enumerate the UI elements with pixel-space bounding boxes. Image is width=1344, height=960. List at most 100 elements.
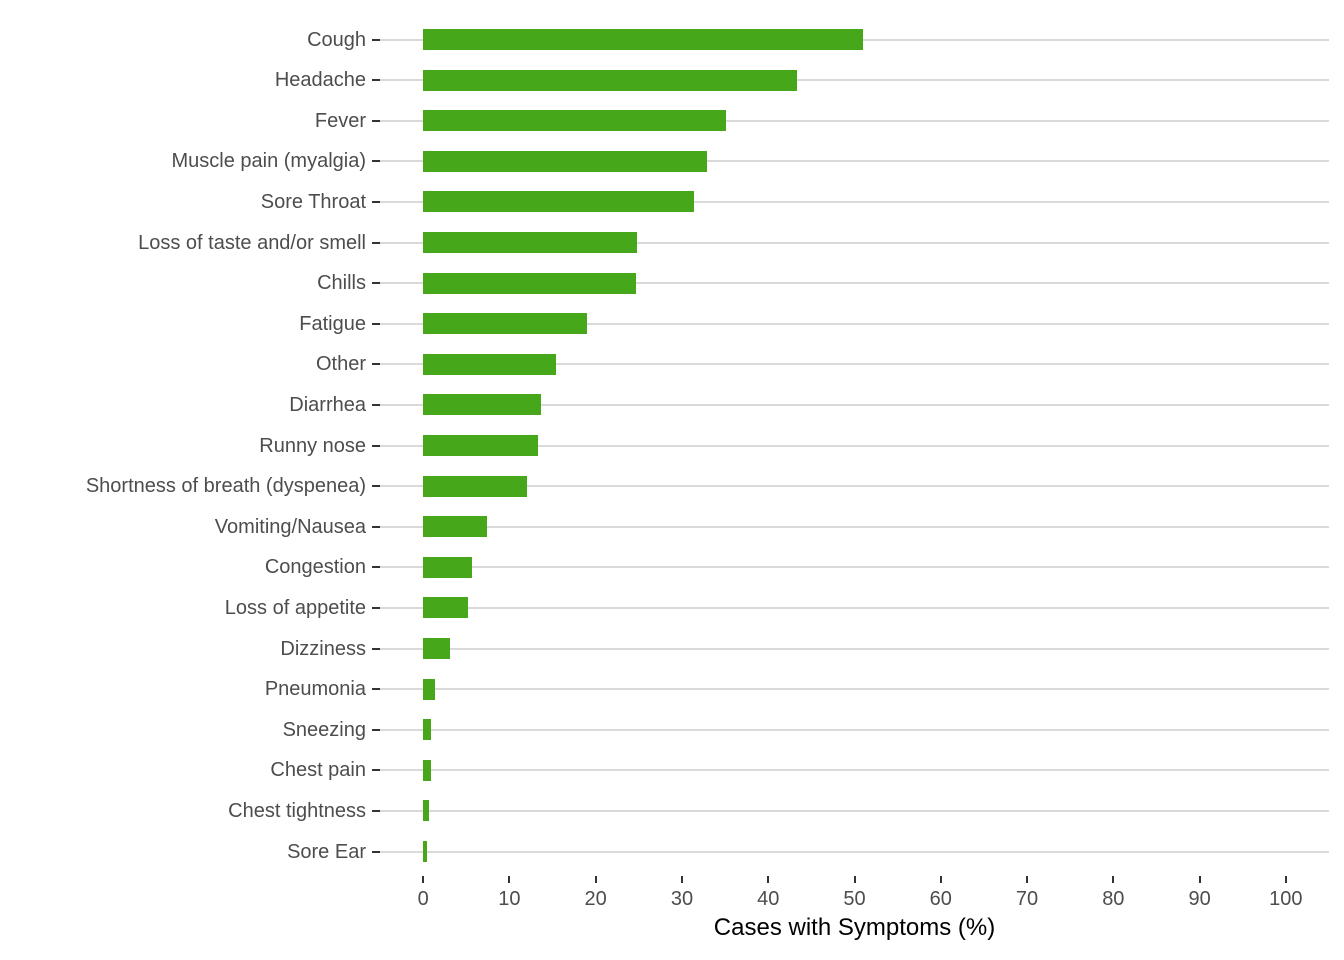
bar <box>423 232 638 253</box>
y-axis-tick <box>372 606 380 609</box>
category-gridline <box>380 566 1329 569</box>
category-gridline <box>380 606 1329 609</box>
y-axis-label: Headache <box>274 69 366 92</box>
x-axis-tick <box>767 876 770 883</box>
y-axis-label: Chest pain <box>270 759 366 782</box>
x-axis-tick <box>680 876 683 883</box>
category-gridline <box>380 850 1329 853</box>
y-axis-label: Loss of taste and/or smell <box>138 231 366 254</box>
y-axis-tick <box>372 485 380 488</box>
category-gridline <box>380 769 1329 772</box>
category-gridline <box>380 322 1329 325</box>
bar <box>423 69 797 91</box>
x-axis-tick <box>853 876 856 883</box>
x-axis-tick-label: 10 <box>498 888 521 910</box>
bar <box>423 313 588 335</box>
bar <box>423 678 436 700</box>
y-axis-tick <box>372 403 380 406</box>
y-axis-tick <box>372 688 380 691</box>
y-axis-tick <box>372 363 380 366</box>
x-axis-tick-label: 60 <box>929 888 952 910</box>
y-axis-tick <box>372 200 380 203</box>
bar <box>423 556 473 578</box>
plot-panel <box>380 15 1329 876</box>
bar <box>423 353 556 375</box>
y-axis-label: Shortness of breath (dyspenea) <box>85 475 366 498</box>
x-axis-tick-label: 90 <box>1188 888 1211 910</box>
bar <box>423 475 527 497</box>
bar <box>423 800 430 822</box>
y-axis-label: Diarrhea <box>289 393 366 416</box>
y-axis-tick <box>372 444 380 447</box>
y-axis-tick <box>372 241 380 244</box>
x-axis-tick-label: 80 <box>1102 888 1125 910</box>
x-axis-tick <box>508 876 511 883</box>
category-gridline <box>380 79 1329 82</box>
category-gridline <box>380 647 1329 650</box>
y-axis-label: Chills <box>317 272 366 295</box>
y-axis-tick <box>372 282 380 285</box>
y-axis-label: Sore Throat <box>260 190 366 213</box>
x-axis-tick <box>1284 876 1287 883</box>
bar <box>423 191 695 213</box>
bar <box>423 597 468 619</box>
y-axis-label: Cough <box>307 28 366 51</box>
bar <box>423 110 726 132</box>
x-axis-tick-label: 0 <box>417 888 429 910</box>
bar <box>423 759 431 781</box>
y-axis-label: Chest tightness <box>228 799 366 822</box>
x-axis-tick-label: 70 <box>1015 888 1039 910</box>
category-gridline <box>380 403 1329 406</box>
y-axis-label: Muscle pain (myalgia) <box>171 150 366 173</box>
y-axis-label: Fever <box>314 109 366 132</box>
category-gridline <box>380 282 1329 285</box>
x-axis-tick-label: 20 <box>584 888 607 910</box>
y-axis-tick <box>372 566 380 569</box>
bar <box>423 516 487 538</box>
bar <box>423 394 542 416</box>
y-axis-label: Fatigue <box>299 312 366 335</box>
category-gridline <box>380 119 1329 122</box>
y-axis-tick <box>372 322 380 325</box>
x-axis-title: Cases with Symptoms (%) <box>713 914 996 941</box>
bar <box>423 719 431 741</box>
category-gridline <box>380 241 1329 244</box>
y-axis-tick <box>372 809 380 812</box>
y-axis-tick <box>372 728 380 731</box>
y-axis-label: Vomiting/Nausea <box>214 515 366 538</box>
x-axis-tick-label: 50 <box>843 888 866 910</box>
category-gridline <box>380 688 1329 691</box>
y-axis-label: Loss of appetite <box>224 596 366 619</box>
x-axis-tick <box>1112 876 1115 883</box>
bar <box>423 29 864 50</box>
y-axis-tick <box>372 525 380 528</box>
bar <box>423 638 450 659</box>
bar <box>423 150 707 172</box>
y-axis-tick <box>372 769 380 772</box>
category-gridline <box>380 728 1329 731</box>
x-axis-tick <box>1198 876 1201 883</box>
x-axis-tick <box>939 876 942 883</box>
y-axis-label: Sneezing <box>282 718 366 741</box>
y-axis-tick <box>372 647 380 650</box>
x-axis-tick <box>594 876 597 883</box>
y-axis-tick <box>372 79 380 82</box>
x-axis-tick <box>422 876 425 883</box>
x-axis-tick-label: 40 <box>757 888 780 910</box>
x-axis-tick-label: 30 <box>670 888 694 910</box>
category-gridline <box>380 485 1329 488</box>
y-axis-label: Dizziness <box>280 637 366 660</box>
bar <box>423 272 637 294</box>
y-axis-label: Pneumonia <box>264 678 366 701</box>
y-axis-label: Runny nose <box>259 434 366 457</box>
y-axis-label: Congestion <box>264 556 366 579</box>
bar <box>423 435 538 456</box>
category-gridline <box>380 160 1329 163</box>
category-gridline <box>380 525 1329 528</box>
bar <box>423 841 428 862</box>
category-gridline <box>380 444 1329 447</box>
y-axis-tick <box>372 850 380 853</box>
x-axis-tick <box>1026 876 1029 883</box>
category-gridline <box>380 363 1329 366</box>
